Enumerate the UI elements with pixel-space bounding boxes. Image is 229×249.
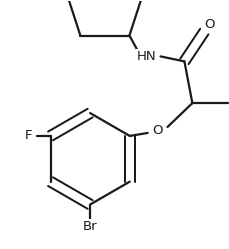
Text: HN: HN <box>136 50 156 63</box>
Text: F: F <box>25 129 32 142</box>
Text: Br: Br <box>82 220 97 233</box>
Text: O: O <box>152 124 162 137</box>
Text: O: O <box>203 18 214 31</box>
